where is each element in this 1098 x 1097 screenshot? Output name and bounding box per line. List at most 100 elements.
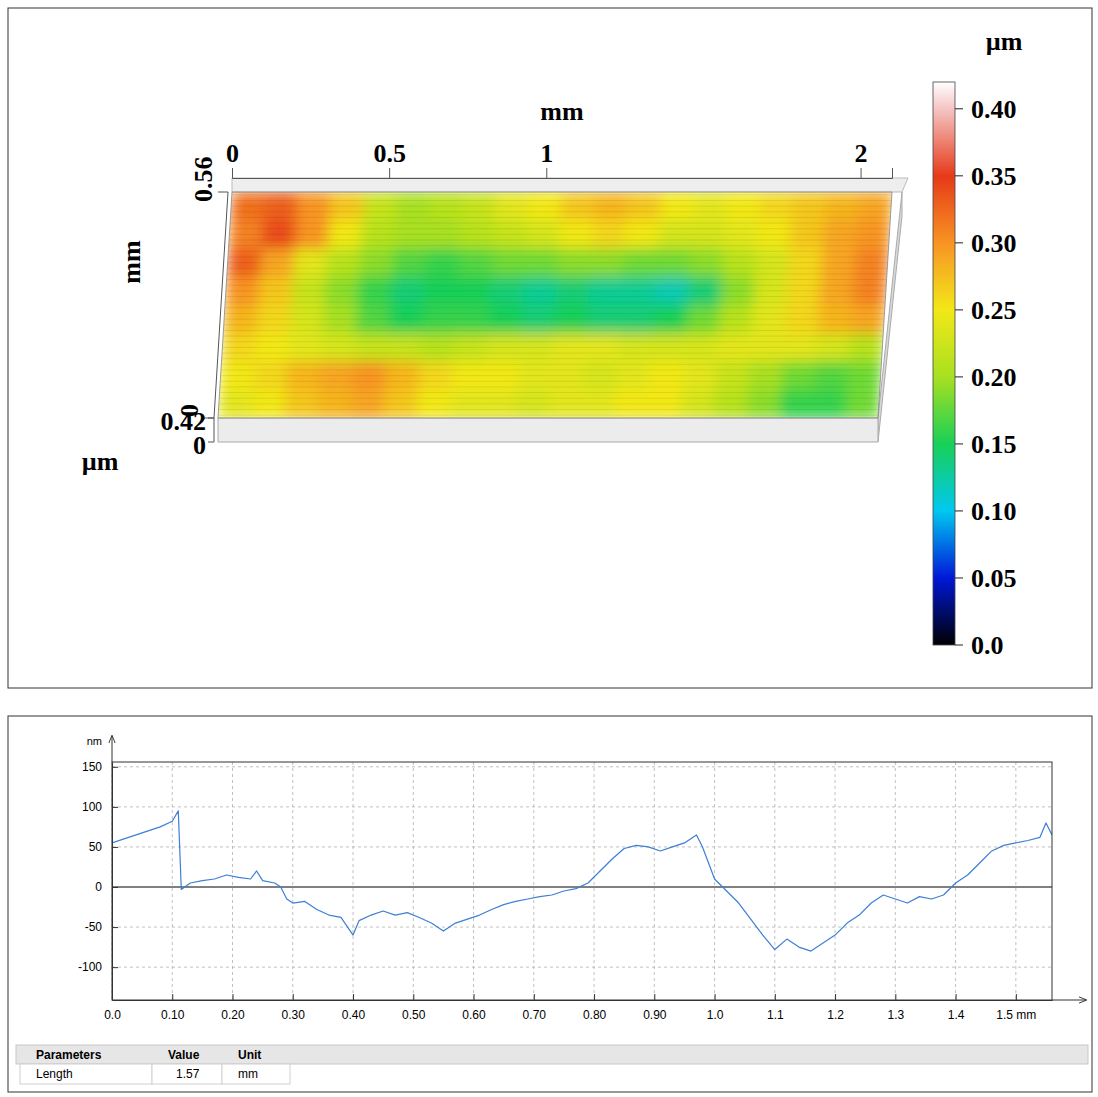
colorbar-tick-label: 0.25 — [971, 296, 1017, 325]
y-axis-line — [112, 763, 113, 1001]
y-tick-label: 50 — [89, 840, 103, 854]
x-grid-line — [835, 762, 836, 1000]
surface-outline — [218, 192, 892, 418]
texture-line — [228, 256, 888, 257]
grid — [112, 762, 1052, 1000]
texture-line — [224, 313, 884, 314]
x-tick-mark — [546, 168, 547, 178]
x-grid-line — [714, 762, 715, 1000]
texture-line — [229, 245, 889, 246]
x-axis: 0.00.100.200.300.400.500.600.700.800.901… — [104, 994, 1052, 1022]
texture-line — [222, 353, 882, 354]
x-tick-label: 1.2 — [827, 1008, 844, 1022]
texture-line — [226, 290, 886, 291]
x-tick-label: 1.3 — [887, 1008, 904, 1022]
x-grid-line — [413, 762, 414, 1000]
x-grid-line — [172, 762, 173, 1000]
x-tick-mark — [775, 994, 776, 1000]
x-grid-line — [533, 762, 534, 1000]
texture-line — [224, 324, 884, 325]
table-cell: mm — [238, 1067, 258, 1081]
texture-line — [231, 200, 891, 201]
y-tick-mark — [112, 807, 118, 808]
texture-line — [223, 341, 883, 342]
x-tick: 1.2 — [827, 994, 844, 1022]
base-front — [218, 418, 878, 442]
x-tick-label: 0.5 — [373, 139, 406, 168]
y-tick: 50 — [89, 840, 118, 854]
y-tick-mark — [112, 927, 118, 928]
colorbar-tick — [955, 309, 963, 310]
texture-line — [231, 206, 891, 207]
profile-line — [112, 811, 1052, 951]
x-tick: 0.20 — [221, 994, 245, 1022]
colorbar-tick — [955, 376, 963, 377]
table-header: Parameters — [36, 1048, 102, 1062]
colorbar-tick — [955, 510, 963, 511]
texture-line — [222, 347, 882, 348]
x-tick: 0.70 — [523, 994, 547, 1022]
x-tick-mark — [654, 994, 655, 1000]
z-tick-mark — [208, 442, 214, 443]
x-tick-mark — [534, 994, 535, 1000]
x-tick-label: 0 — [226, 139, 239, 168]
table-header: Unit — [238, 1048, 261, 1062]
y-tick-label: -100 — [78, 960, 102, 974]
texture-line — [218, 415, 878, 416]
y-tick: 150 — [82, 760, 118, 774]
y-axis: -100-50050100150 — [78, 760, 118, 1000]
x-tick-label: 0.80 — [583, 1008, 607, 1022]
colorbar-tick — [955, 645, 963, 646]
x-grid-line — [955, 762, 956, 1000]
colorbar-title: µm — [986, 27, 1023, 56]
x-tick-mark — [835, 994, 836, 1000]
y-tick-mark — [112, 887, 118, 888]
x-tick-mark — [715, 994, 716, 1000]
zero-line — [112, 887, 1052, 888]
x-tick-mark — [1016, 994, 1017, 1000]
x-tick: 1.5 mm — [996, 994, 1036, 1022]
colorbar — [933, 82, 955, 645]
texture-line — [230, 223, 890, 224]
texture-line — [220, 386, 880, 387]
y-axis-title: mm — [117, 240, 146, 284]
z-axis-title: µm — [82, 447, 119, 476]
x-tick-label: 0.30 — [282, 1008, 306, 1022]
x-tick: 0.40 — [342, 994, 366, 1022]
texture-line — [223, 336, 883, 337]
surface — [218, 192, 892, 418]
x-axis: 00.512 — [226, 139, 893, 179]
texture-line — [228, 251, 888, 252]
texture-line — [226, 285, 886, 286]
y-grid-line — [112, 806, 1052, 807]
y-tick-mark — [112, 767, 118, 768]
y-grid-line — [112, 967, 1052, 968]
y-axis: 00.56 — [175, 157, 228, 419]
x-tick-label: 1.4 — [948, 1008, 965, 1022]
x-tick: 0.80 — [583, 994, 607, 1022]
texture-line — [229, 234, 889, 235]
x-grid-line — [292, 762, 293, 1000]
texture-line — [229, 240, 889, 241]
x-tick-mark — [389, 168, 390, 178]
x-tick: 1.3 — [887, 994, 904, 1022]
x-tick-mark — [353, 994, 354, 1000]
x-tick-mark — [172, 994, 173, 1000]
surface-plane — [218, 192, 893, 419]
y-axis-title: nm — [87, 735, 102, 747]
x-tick-mark — [474, 994, 475, 1000]
texture-line — [220, 381, 880, 382]
colorbar-tick — [955, 242, 963, 243]
x-tick-label: 0.70 — [523, 1008, 547, 1022]
colorbar-tick-label: 0.30 — [971, 229, 1017, 258]
texture-line — [225, 307, 885, 308]
x-tick-mark — [413, 994, 414, 1000]
plot-frame — [112, 762, 1052, 1000]
x-grid-line — [232, 762, 233, 1000]
x-grid-line — [353, 762, 354, 1000]
y-tick-mark — [112, 967, 118, 968]
table-cell-bg — [20, 1064, 152, 1084]
y-tick-mark — [218, 192, 228, 193]
table: ParametersValueUnitLength1.57mm — [16, 1045, 1088, 1084]
y-arrow — [112, 736, 113, 762]
